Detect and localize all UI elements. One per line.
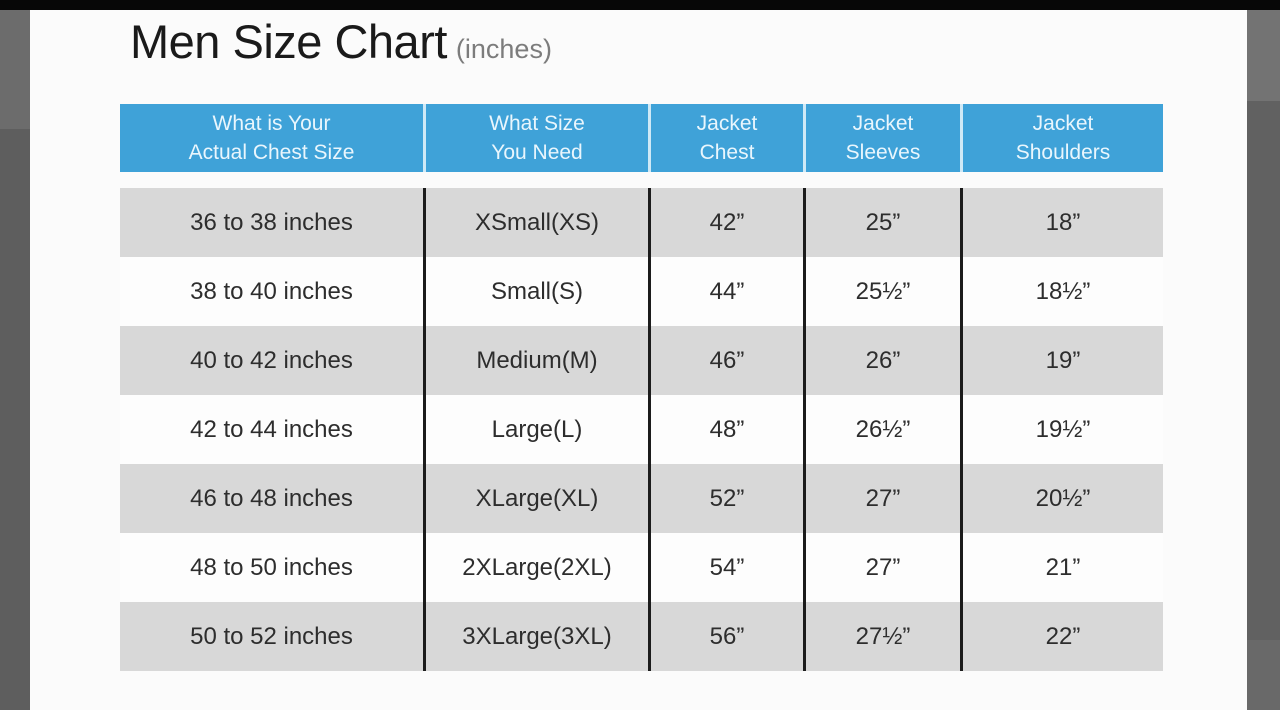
cell-jacket-shoulders: 22”	[1045, 622, 1081, 650]
cell-jacket-shoulders: 20½”	[1035, 484, 1091, 512]
cell-jacket-chest: 56”	[651, 602, 806, 671]
cell-chest-range: 40 to 42 inches	[120, 326, 426, 395]
header-label-line: Actual Chest Size	[188, 141, 355, 164]
table-row: 36 to 38 inches XSmall(XS) 42” 25” 18”	[120, 188, 1163, 257]
column-header-jacket-chest: Jacket Chest	[651, 104, 806, 172]
cell-size: Large(L)	[426, 395, 651, 464]
header-label-line: Sleeves	[845, 141, 921, 164]
cell-jacket-shoulders: 18”	[1045, 208, 1081, 236]
table-row: 50 to 52 inches 3XLarge(3XL) 56” 27½” 22…	[120, 602, 1163, 671]
cell-jacket-chest: 52”	[651, 464, 806, 533]
cell-jacket-sleeves: 26”	[806, 326, 963, 395]
cell-jacket-chest: 46”	[651, 326, 806, 395]
page-title: Men Size Chart	[130, 15, 447, 68]
cell-size: Small(S)	[426, 257, 651, 326]
table-body: 36 to 38 inches XSmall(XS) 42” 25” 18” 3…	[120, 188, 1163, 671]
table-row: 42 to 44 inches Large(L) 48” 26½” 19½”	[120, 395, 1163, 464]
cell-chest-range: 36 to 38 inches	[120, 188, 426, 257]
table-row: 46 to 48 inches XLarge(XL) 52” 27” 20½”	[120, 464, 1163, 533]
header-label-line: What Size	[489, 112, 585, 135]
cell-jacket-chest: 42”	[651, 188, 806, 257]
header-label-line: Jacket	[696, 112, 758, 135]
cell-jacket-sleeves: 25½”	[806, 257, 963, 326]
cell-size: Medium(M)	[426, 326, 651, 395]
cell-chest-range: 46 to 48 inches	[120, 464, 426, 533]
cell-jacket-shoulders: 21”	[1045, 553, 1081, 581]
cell-jacket-chest: 48”	[651, 395, 806, 464]
cell-chest-range: 48 to 50 inches	[120, 533, 426, 602]
cell-chest-range: 38 to 40 inches	[120, 257, 426, 326]
cell-jacket-chest: 44”	[651, 257, 806, 326]
header-label-line: Chest	[699, 141, 755, 164]
table-header-row: What is Your Actual Chest Size What Size…	[120, 104, 1163, 172]
page-title-unit: (inches)	[455, 34, 552, 64]
cell-jacket-shoulders: 18½”	[1035, 277, 1091, 305]
title-row: Men Size Chart (inches)	[130, 14, 552, 69]
cell-jacket-sleeves: 25”	[806, 188, 963, 257]
top-letterbox-bar	[0, 0, 1280, 10]
cell-size: XSmall(XS)	[426, 188, 651, 257]
cell-jacket-sleeves: 27”	[806, 533, 963, 602]
table-row: 40 to 42 inches Medium(M) 46” 26” 19”	[120, 326, 1163, 395]
cell-jacket-sleeves: 26½”	[806, 395, 963, 464]
table-row: 38 to 40 inches Small(S) 44” 25½” 18½”	[120, 257, 1163, 326]
header-label-line: What is Your	[212, 112, 331, 135]
cell-jacket-chest: 54”	[651, 533, 806, 602]
column-header-actual-chest-size: What is Your Actual Chest Size	[120, 104, 426, 172]
header-label-line: Jacket	[1032, 112, 1094, 135]
left-gutter	[0, 10, 30, 710]
size-chart-table: What is Your Actual Chest Size What Size…	[120, 104, 1163, 671]
cell-jacket-sleeves: 27”	[806, 464, 963, 533]
header-label-line: Jacket	[852, 112, 914, 135]
table-row: 48 to 50 inches 2XLarge(2XL) 54” 27” 21”	[120, 533, 1163, 602]
cell-size: 2XLarge(2XL)	[426, 533, 651, 602]
cell-jacket-shoulders: 19½”	[1035, 415, 1091, 443]
right-gutter	[1247, 10, 1280, 710]
column-header-jacket-sleeves: Jacket Sleeves	[806, 104, 963, 172]
cell-size: XLarge(XL)	[426, 464, 651, 533]
cell-chest-range: 42 to 44 inches	[120, 395, 426, 464]
cell-chest-range: 50 to 52 inches	[120, 602, 426, 671]
header-label-line: You Need	[491, 141, 583, 164]
column-header-size-you-need: What Size You Need	[426, 104, 651, 172]
column-header-jacket-shoulders: Jacket Shoulders	[963, 104, 1163, 172]
header-label-line: Shoulders	[1015, 141, 1111, 164]
cell-size: 3XLarge(3XL)	[426, 602, 651, 671]
cell-jacket-sleeves: 27½”	[806, 602, 963, 671]
cell-jacket-shoulders: 19”	[1045, 346, 1081, 374]
